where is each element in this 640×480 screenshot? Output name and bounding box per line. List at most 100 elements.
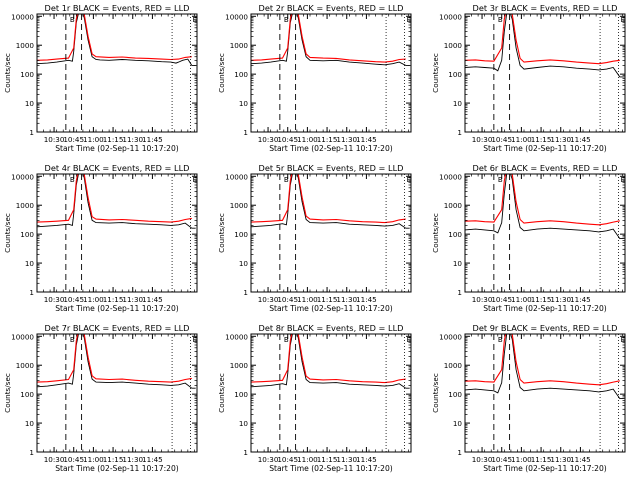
y-tick-label: 100 [20, 70, 34, 79]
detector-panel-9: Det 9r BLACK = Events, RED = LLD B E 1 10 100… [431, 323, 626, 473]
x-tick-label: 11:00 [511, 135, 532, 144]
series-line-events [251, 334, 410, 389]
x-tick-label: 11:30 [336, 455, 357, 464]
x-tick-label: 10:30 [472, 135, 493, 144]
x-tick-label: 11:15 [317, 455, 338, 464]
plot-frame [464, 13, 626, 133]
series-line-lld [251, 334, 406, 384]
series-line-lld [37, 334, 192, 383]
marker-label-b: B [284, 16, 289, 24]
detector-panel-1: Det 1r BLACK = Events, RED = LLD B E 1 10 100… [3, 3, 198, 153]
series-line-lld [251, 14, 406, 63]
x-tick-label: 10:45 [63, 455, 84, 464]
x-axis-title: Start Time (02-Sep-11 10:17:20) [483, 464, 607, 473]
series-line-events [251, 14, 410, 66]
marker-label-b: B [284, 176, 289, 184]
panel-title: Det 7r BLACK = Events, RED = LLD [45, 323, 190, 333]
plot-frame [464, 333, 626, 453]
y-tick-label: 1 [29, 288, 34, 297]
y-axis-title: Counts/sec [3, 53, 12, 93]
y-tick-label: 100 [448, 390, 462, 399]
series-line-lld [251, 174, 406, 224]
x-tick-label: 11:15 [103, 135, 124, 144]
x-tick-label: 11:45 [570, 455, 591, 464]
marker-label-e: E [192, 336, 196, 344]
y-tick-label: 1 [243, 128, 248, 137]
x-tick-label: 10:30 [472, 295, 493, 304]
panel-title: Det 6r BLACK = Events, RED = LLD [473, 163, 618, 173]
x-tick-label: 11:30 [336, 135, 357, 144]
x-tick-label: 10:30 [44, 455, 65, 464]
x-tick-label: 11:00 [297, 295, 318, 304]
y-tick-label: 10 [25, 419, 35, 428]
y-tick-label: 10000 [439, 12, 462, 21]
x-tick-label: 11:00 [83, 135, 104, 144]
series-line-events [465, 334, 624, 400]
detector-panel-6: Det 6r BLACK = Events, RED = LLD B E 1 10 100… [431, 163, 626, 313]
series-line-events [37, 14, 196, 66]
marker-label-b: B [70, 176, 75, 184]
x-tick-label: 11:00 [83, 295, 104, 304]
x-tick-label: 11:30 [122, 135, 143, 144]
x-tick-label: 10:45 [277, 455, 298, 464]
x-tick-label: 11:15 [103, 295, 124, 304]
panel-title: Det 5r BLACK = Events, RED = LLD [259, 163, 404, 173]
marker-label-e: E [406, 336, 410, 344]
y-tick-label: 1000 [16, 201, 35, 210]
y-tick-label: 1000 [16, 361, 35, 370]
plot-frame [36, 173, 198, 293]
y-tick-label: 10000 [225, 172, 248, 181]
y-tick-label: 1000 [444, 41, 463, 50]
plot-frame [36, 333, 198, 453]
y-tick-label: 10 [239, 259, 249, 268]
x-axis-title: Start Time (02-Sep-11 10:17:20) [55, 144, 179, 153]
y-tick-label: 10 [453, 419, 463, 428]
series-line-events [465, 174, 624, 240]
x-tick-label: 11:15 [531, 455, 552, 464]
x-tick-label: 11:00 [297, 135, 318, 144]
marker-label-e: E [620, 16, 624, 24]
x-tick-label: 10:30 [258, 455, 279, 464]
plot-frame [464, 173, 626, 293]
y-axis-title: Counts/sec [431, 213, 440, 253]
series-line-events [251, 174, 410, 229]
x-tick-label: 11:30 [122, 295, 143, 304]
y-tick-label: 10 [239, 99, 249, 108]
x-tick-label: 10:45 [277, 135, 298, 144]
y-tick-label: 100 [234, 390, 248, 399]
x-tick-label: 11:45 [570, 135, 591, 144]
detector-panel-3: Det 3r BLACK = Events, RED = LLD B E 1 10 100… [431, 3, 626, 153]
marker-label-b: B [498, 176, 503, 184]
y-tick-label: 100 [234, 70, 248, 79]
x-tick-label: 10:45 [63, 135, 84, 144]
detector-panel-5: Det 5r BLACK = Events, RED = LLD B E 1 10 100… [217, 163, 412, 313]
plot-frame [250, 13, 412, 133]
y-tick-label: 1000 [230, 201, 249, 210]
y-axis-title: Counts/sec [217, 53, 226, 93]
series-line-lld [465, 174, 620, 226]
y-tick-label: 10 [25, 259, 35, 268]
x-axis-title: Start Time (02-Sep-11 10:17:20) [269, 304, 393, 313]
marker-label-e: E [192, 16, 196, 24]
x-tick-label: 10:45 [277, 295, 298, 304]
y-tick-label: 10000 [225, 332, 248, 341]
x-tick-label: 11:45 [570, 295, 591, 304]
x-tick-label: 11:45 [356, 295, 377, 304]
y-axis-title: Counts/sec [431, 53, 440, 93]
y-tick-label: 1000 [230, 41, 249, 50]
marker-label-b: B [70, 336, 75, 344]
x-tick-label: 10:30 [258, 135, 279, 144]
y-tick-label: 1 [457, 288, 462, 297]
y-tick-label: 1 [457, 128, 462, 137]
x-tick-label: 11:45 [142, 455, 163, 464]
detector-panel-8: Det 8r BLACK = Events, RED = LLD B E 1 10 100… [217, 323, 412, 473]
x-tick-label: 10:45 [491, 295, 512, 304]
marker-label-b: B [498, 16, 503, 24]
x-tick-label: 11:45 [142, 295, 163, 304]
x-tick-label: 11:30 [336, 295, 357, 304]
y-tick-label: 10000 [439, 332, 462, 341]
y-tick-label: 1 [243, 448, 248, 457]
plot-frame [36, 13, 198, 133]
x-tick-label: 11:15 [317, 295, 338, 304]
